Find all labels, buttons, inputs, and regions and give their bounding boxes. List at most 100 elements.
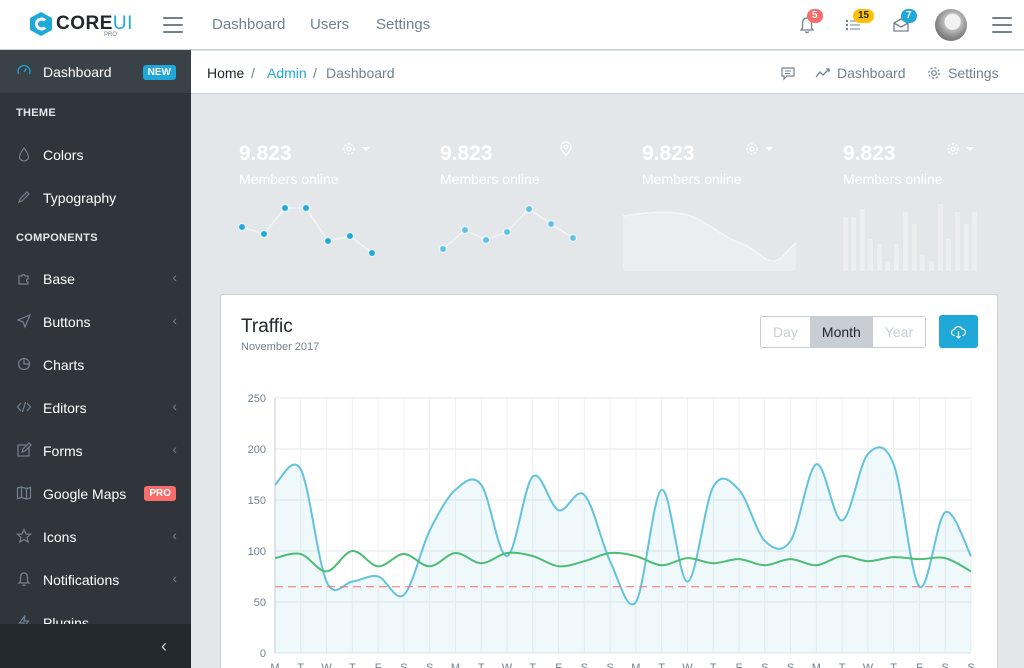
star-icon (16, 528, 32, 544)
sidebar-item-charts[interactable]: Charts (0, 343, 191, 386)
x-tick-label: S (942, 662, 949, 668)
x-tick-label: F (916, 662, 923, 668)
breadcrumb-separator: / (313, 65, 317, 81)
breadcrumb: Home / Admin / Dashboard Dashboard Setti… (191, 51, 1024, 94)
sidebar-item-label: Dashboard (43, 64, 112, 80)
sidebar: Dashboard NEW THEME Colors Typography CO… (0, 50, 191, 668)
gear-dropdown-icon[interactable] (342, 141, 374, 157)
bell-icon (17, 572, 31, 586)
traffic-subtitle: November 2017 (241, 341, 320, 353)
sidebar-toggle-icon[interactable] (163, 17, 183, 33)
y-tick-label: 200 (248, 444, 266, 456)
period-toggle: Day Month Year (760, 316, 927, 348)
location-pin-icon[interactable] (558, 141, 574, 157)
nav-settings[interactable]: Settings (376, 16, 431, 33)
card-value: 9.823 (239, 142, 292, 165)
card-value: 9.823 (440, 142, 493, 165)
sidebar-item-label: Base (43, 271, 75, 287)
card-sparkline (237, 203, 377, 258)
sidebar-item-notifications[interactable]: Notifications ‹ (0, 558, 191, 601)
breadcrumb-home[interactable]: Home (207, 65, 245, 81)
period-year-button[interactable]: Year (872, 317, 926, 347)
pencil-icon (18, 191, 30, 203)
series-line-1 (274, 550, 972, 573)
breadcrumb-menu-settings[interactable]: Settings (948, 65, 999, 81)
traffic-card: Traffic November 2017 Day Month Year 0 50… (220, 294, 998, 668)
bell-badge: 5 (807, 9, 823, 23)
card-bar-chart (843, 204, 977, 271)
chevron-left-icon: ‹ (172, 570, 177, 586)
cloud-download-icon (950, 326, 967, 339)
x-tick-label: T (658, 662, 665, 668)
sidebar-item-label: Icons (43, 529, 77, 545)
download-button[interactable] (939, 315, 978, 348)
pie-chart-icon (17, 357, 31, 371)
y-tick-label: 150 (248, 495, 266, 507)
x-tick-label: S (787, 662, 794, 668)
sidebar-item-typography[interactable]: Typography (0, 176, 191, 219)
x-tick-label: S (761, 662, 768, 668)
graph-icon (815, 68, 830, 78)
x-tick-label: M (451, 662, 460, 668)
period-day-button[interactable]: Day (761, 317, 810, 347)
sidebar-item-google-maps[interactable]: Google Maps PRO (0, 472, 191, 515)
chevron-left-icon: ‹ (172, 269, 177, 285)
card-label: Members online (440, 171, 540, 187)
x-tick-label: S (426, 662, 433, 668)
x-tick-label: T (529, 662, 536, 668)
nav-dashboard[interactable]: Dashboard (212, 16, 286, 33)
nav-users[interactable]: Users (310, 16, 350, 33)
mail-icon[interactable] (891, 15, 911, 35)
gear-dropdown-icon[interactable] (745, 141, 777, 157)
gear-icon (928, 67, 940, 79)
chevron-left-icon: ‹ (172, 312, 177, 328)
x-tick-label: M (812, 662, 821, 668)
speech-icon[interactable] (780, 65, 796, 81)
y-tick-label: 50 (254, 597, 266, 609)
mail-badge: 7 (901, 9, 917, 23)
avatar[interactable] (935, 9, 967, 41)
x-tick-label: S (400, 662, 407, 668)
drop-icon (18, 146, 30, 162)
sidebar-item-buttons[interactable]: Buttons ‹ (0, 300, 191, 343)
breadcrumb-menu-dashboard[interactable]: Dashboard (837, 65, 906, 81)
chevron-left-icon: ‹ (172, 398, 177, 414)
card-value: 9.823 (843, 142, 896, 165)
sidebar-item-forms[interactable]: Forms ‹ (0, 429, 191, 472)
map-icon (16, 486, 32, 500)
sidebar-item-dashboard[interactable]: Dashboard NEW (0, 50, 191, 93)
sidebar-item-label: Google Maps (43, 486, 127, 502)
card-value: 9.823 (642, 142, 695, 165)
speedometer-icon (17, 64, 31, 75)
card-sparkline (438, 204, 578, 254)
card-area-chart (623, 211, 796, 271)
sidebar-item-label: Colors (43, 147, 84, 163)
x-tick-label: F (555, 662, 562, 668)
list-badge: 15 (853, 9, 875, 23)
traffic-line-chart: 0 50 100 150 200 250 M T W T F S S M T W T F S S M T W T F S S M T W T… (248, 393, 975, 668)
sidebar-item-colors[interactable]: Colors (0, 133, 191, 176)
gear-dropdown-icon[interactable] (946, 141, 978, 157)
period-month-button[interactable]: Month (809, 317, 873, 347)
breadcrumb-admin[interactable]: Admin (267, 65, 307, 81)
sidebar-item-label: Forms (43, 443, 83, 459)
sidebar-minimizer[interactable]: ‹ (0, 624, 191, 668)
note-icon (17, 442, 32, 457)
card-label: Members online (239, 171, 339, 187)
app-header: COREUI PRO Dashboard Users Settings 5 15… (0, 0, 1024, 50)
aside-toggle-icon[interactable] (992, 17, 1012, 33)
x-tick-label: F (375, 662, 382, 668)
sidebar-item-base[interactable]: Base ‹ (0, 257, 191, 300)
x-tick-label: W (682, 662, 693, 668)
x-tick-label: M (631, 662, 640, 668)
card-label: Members online (642, 171, 742, 187)
brand-sub: PRO (104, 32, 118, 38)
x-tick-label: S (967, 662, 974, 668)
brand-name: COREUI (56, 13, 133, 34)
sidebar-item-icons[interactable]: Icons ‹ (0, 515, 191, 558)
coreui-logo-icon (30, 12, 52, 36)
sidebar-item-editors[interactable]: Editors ‹ (0, 386, 191, 429)
pro-badge: PRO (144, 486, 176, 501)
brand-logo[interactable]: COREUI PRO (30, 10, 132, 40)
series-line-0 (274, 446, 972, 606)
